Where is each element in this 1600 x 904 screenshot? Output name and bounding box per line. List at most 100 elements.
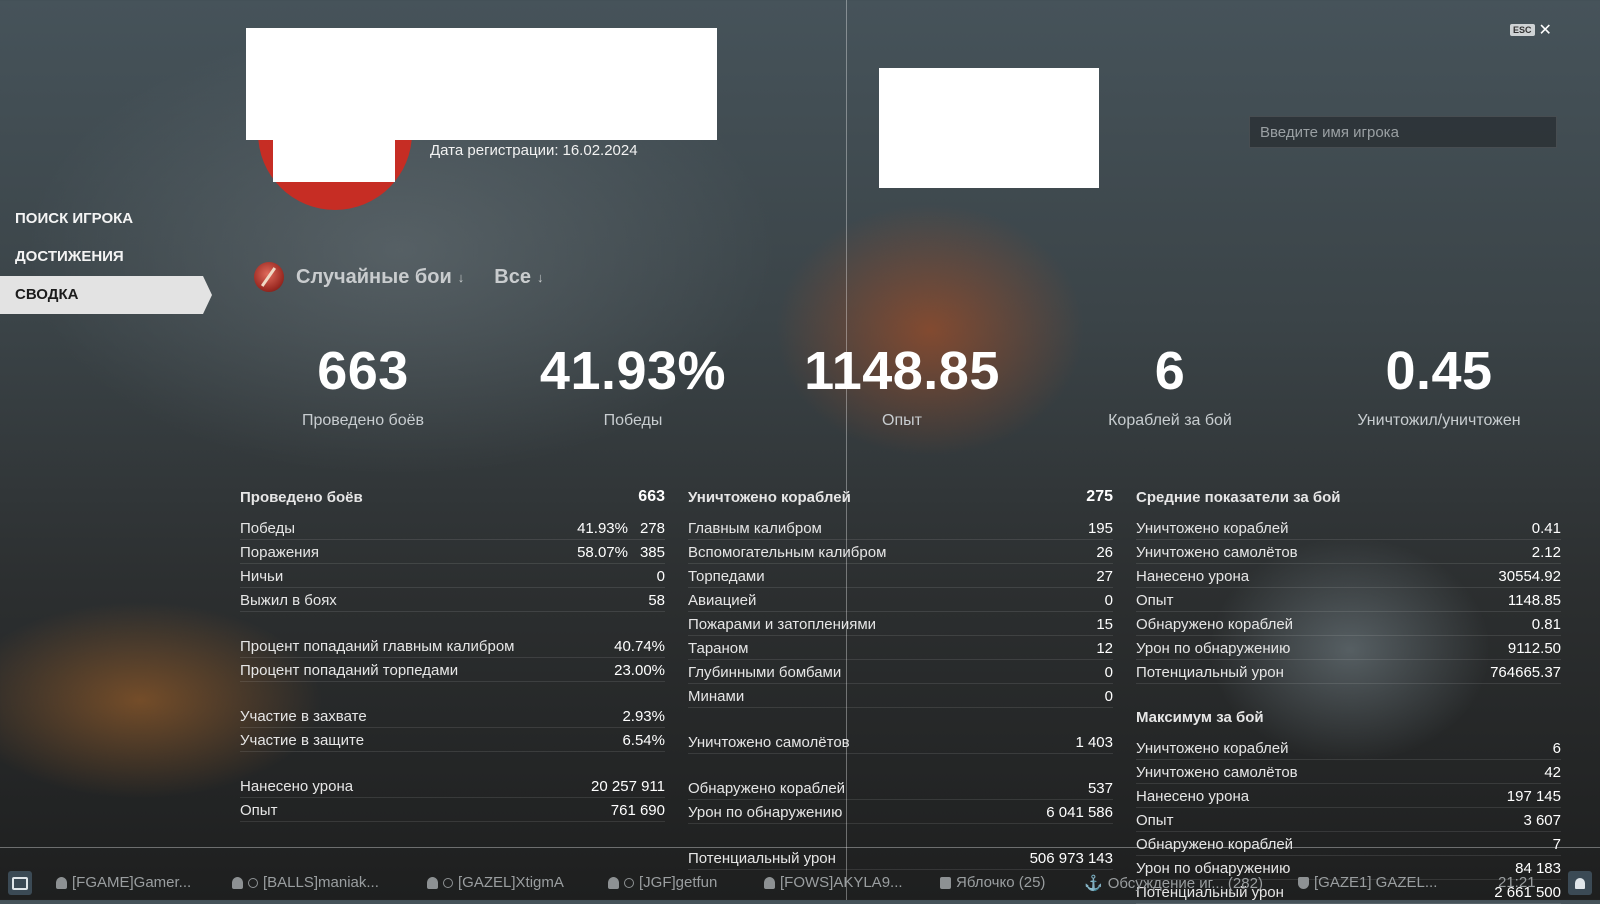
- stat-value: 26: [1096, 544, 1113, 561]
- stat-value: 0: [1104, 664, 1113, 681]
- stat-value: 1 403: [1075, 734, 1113, 751]
- close-button[interactable]: ESC ✕: [1510, 20, 1552, 40]
- stat-label: Пожарами и затоплениями: [688, 616, 877, 633]
- summary-wins: 41.93% Победы: [503, 340, 763, 430]
- status-icon: [248, 877, 258, 888]
- stat-label: Глубинными бомбами: [688, 664, 842, 681]
- stat-row: Потенциальный урон 506 973 143: [688, 846, 1113, 870]
- stat-value: 0: [1104, 688, 1113, 705]
- header-value: 663: [638, 488, 665, 505]
- stat-value: 27: [1096, 568, 1113, 585]
- stat-label: Опыт: [1136, 812, 1174, 829]
- contact-name: [JGF]getfun: [639, 874, 718, 891]
- notifications-button[interactable]: [1568, 871, 1592, 895]
- stat-label: Опыт: [1136, 592, 1174, 609]
- stat-value: 6.54%: [622, 732, 665, 749]
- stat-row: Уничтожено кораблей 0.41: [1136, 516, 1561, 540]
- taskbar-clan[interactable]: [GAZE1] GAZEL...: [1298, 874, 1437, 891]
- taskbar-discussion[interactable]: ⚓ Обсуждение иг... (282): [1084, 874, 1263, 893]
- stat-label: Урон по обнаружению: [688, 804, 843, 821]
- taskbar-contact[interactable]: [FGAME]Gamer...: [56, 874, 191, 891]
- player-name-redacted: [246, 28, 717, 140]
- stat-value: 2.93%: [622, 708, 665, 725]
- stat-row: Уничтожено самолётов 42: [1136, 760, 1561, 784]
- stat-value: 9112.50: [1507, 640, 1561, 657]
- status-icon: [624, 877, 634, 888]
- vertical-divider: [846, 0, 847, 900]
- rank-redacted: [879, 68, 1099, 188]
- horizontal-divider: [0, 847, 1600, 848]
- chevron-down-icon[interactable]: ↓: [457, 269, 465, 285]
- chat-toggle-button[interactable]: [8, 871, 32, 895]
- nav-item-achievements[interactable]: ДОСТИЖЕНИЯ: [15, 248, 124, 265]
- stat-label: Урон по обнаружению: [1136, 860, 1291, 877]
- nav-item-summary[interactable]: СВОДКА: [0, 276, 212, 314]
- random-battles-icon: [254, 262, 284, 292]
- user-icon: [764, 876, 775, 889]
- summary-label: Победы: [603, 412, 663, 429]
- header-label: Средние показатели за бой: [1136, 489, 1341, 506]
- nav-item-player-search[interactable]: ПОИСК ИГРОКА: [15, 210, 134, 227]
- stat-label: Тараном: [688, 640, 749, 657]
- stat-value: 761 690: [610, 802, 665, 819]
- contact-name: [BALLS]maniak...: [263, 874, 379, 891]
- summary-label: Уничтожил/уничтожен: [1357, 412, 1521, 429]
- taskbar-chat-room[interactable]: Яблочко (25): [940, 874, 1045, 891]
- chat-icon: [940, 876, 951, 889]
- stat-row: Вспомогательным калибром 26: [688, 540, 1113, 564]
- subheader-label: Максимум за бой: [1136, 709, 1264, 726]
- anchor-icon: ⚓: [1084, 875, 1103, 892]
- stat-value: 0.81: [1531, 616, 1561, 633]
- stat-value: 0: [1104, 592, 1113, 609]
- stat-label: Процент попаданий торпедами: [240, 662, 459, 679]
- taskbar-contact[interactable]: [BALLS]maniak...: [232, 874, 379, 891]
- stat-row: Выжил в боях 58: [240, 588, 665, 612]
- stat-label: Вспомогательным калибром: [688, 544, 887, 561]
- user-icon: [608, 876, 619, 889]
- battles-column: Проведено боёв 663 Победы 41.93% 278 Пораж…: [240, 486, 665, 822]
- stat-label: Урон по обнаружению: [1136, 640, 1291, 657]
- column-header: Уничтожено кораблей 275: [688, 486, 1113, 508]
- stat-value: 58: [648, 592, 665, 609]
- contact-name: [FGAME]Gamer...: [72, 874, 192, 891]
- stat-label: Авиацией: [688, 592, 757, 609]
- chat-icon: [12, 876, 28, 890]
- taskbar-contact[interactable]: [GAZEL]XtigmA: [427, 874, 564, 891]
- player-search-input[interactable]: [1249, 116, 1557, 148]
- summary-kd-ratio: 0.45 Уничтожил/уничтожен: [1309, 340, 1569, 430]
- chevron-down-icon[interactable]: ↓: [536, 269, 544, 285]
- summary-value: 41.93%: [539, 341, 727, 401]
- stat-label: Ничьи: [240, 568, 284, 585]
- stat-row: Ничьи 0: [240, 564, 665, 588]
- summary-ships-per-battle: 6 Кораблей за бой: [1040, 340, 1300, 430]
- stat-row: Потенциальный урон 764665.37: [1136, 660, 1561, 684]
- stat-label: Выжил в боях: [240, 592, 337, 609]
- battle-mode-dropdown[interactable]: Случайные бои: [296, 265, 452, 288]
- stat-value: 20 257 911: [591, 778, 665, 795]
- stat-row: Обнаружено кораблей 7: [1136, 832, 1561, 856]
- stat-row: Минами 0: [688, 684, 1113, 708]
- stat-value: 2.12: [1531, 544, 1561, 561]
- stat-row: Торпедами 27: [688, 564, 1113, 588]
- stat-row: Участие в захвате 2.93%: [240, 704, 665, 728]
- taskbar-contact[interactable]: [FOWS]AKYLA9...: [764, 874, 903, 891]
- stat-row: Пожарами и затоплениями 15: [688, 612, 1113, 636]
- taskbar-contact[interactable]: [JGF]getfun: [608, 874, 717, 891]
- stat-row: Опыт 1148.85: [1136, 588, 1561, 612]
- ship-scope-dropdown[interactable]: Все: [494, 265, 531, 288]
- user-icon: [427, 876, 438, 889]
- stat-label: Минами: [688, 688, 745, 705]
- filter-row: Случайные бои ↓ Все ↓: [254, 262, 561, 292]
- user-icon: [232, 876, 243, 889]
- stat-value: 1148.85: [1507, 592, 1561, 609]
- stat-row: Обнаружено кораблей 537: [688, 776, 1113, 800]
- stat-row: Нанесено урона 197 145: [1136, 784, 1561, 808]
- column-header: Средние показатели за бой: [1136, 486, 1561, 508]
- stat-label: Уничтожено кораблей: [1136, 740, 1289, 757]
- stat-row: Главным калибром 195: [688, 516, 1113, 540]
- stat-label: Поражения: [240, 544, 319, 561]
- close-icon: ✕: [1538, 22, 1552, 39]
- stat-label: Победы: [240, 520, 296, 537]
- averages-column: Средние показатели за бой Уничтожено кор…: [1136, 486, 1561, 904]
- stat-row: Нанесено урона 20 257 911: [240, 774, 665, 798]
